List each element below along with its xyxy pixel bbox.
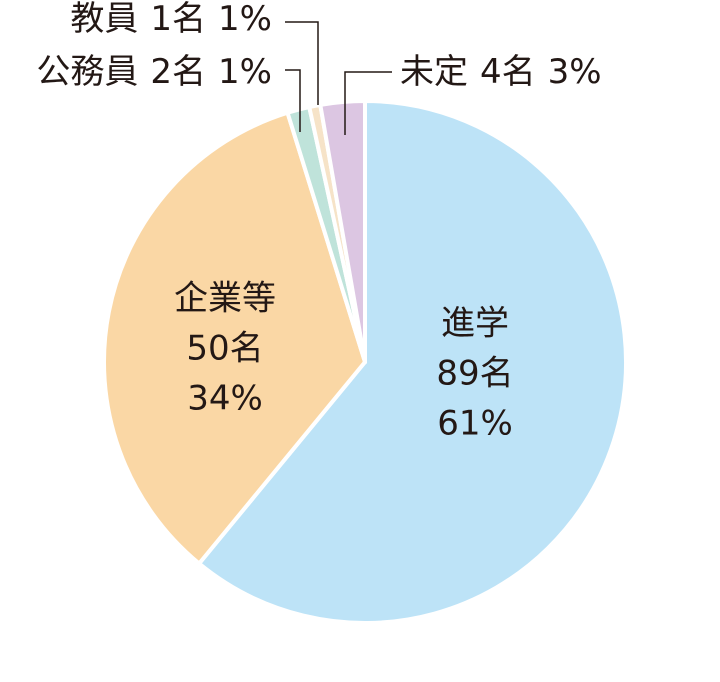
percent-label: 1% — [218, 52, 272, 92]
percent-label: 3% — [548, 52, 602, 92]
category-label: 進学 — [441, 304, 509, 344]
pie-slice — [197, 99, 628, 625]
value-label: 50名 — [186, 329, 263, 369]
percent-label: 34% — [187, 379, 263, 419]
leader-line — [344, 71, 392, 135]
percent-label: 61% — [437, 404, 513, 444]
value-label: 2名 — [150, 52, 206, 92]
value-label: 1名 — [150, 0, 206, 39]
leader-line — [285, 69, 301, 132]
leader-line — [285, 21, 319, 105]
outer-label: 公務員 2名 1% — [36, 52, 272, 92]
pie-slice — [102, 110, 367, 566]
category-label: 公務員 — [36, 52, 138, 92]
pie-slice — [318, 99, 367, 364]
pie — [102, 99, 628, 625]
category-label: 未定 — [400, 52, 468, 92]
category-label: 教員 — [70, 0, 138, 39]
value-label: 89名 — [436, 354, 513, 394]
percent-label: 1% — [218, 0, 272, 39]
category-label: 企業等 — [174, 279, 276, 319]
outer-label: 教員 1名 1% — [70, 0, 272, 39]
outer-label: 未定 4名 3% — [400, 52, 602, 92]
value-label: 4名 — [480, 52, 536, 92]
